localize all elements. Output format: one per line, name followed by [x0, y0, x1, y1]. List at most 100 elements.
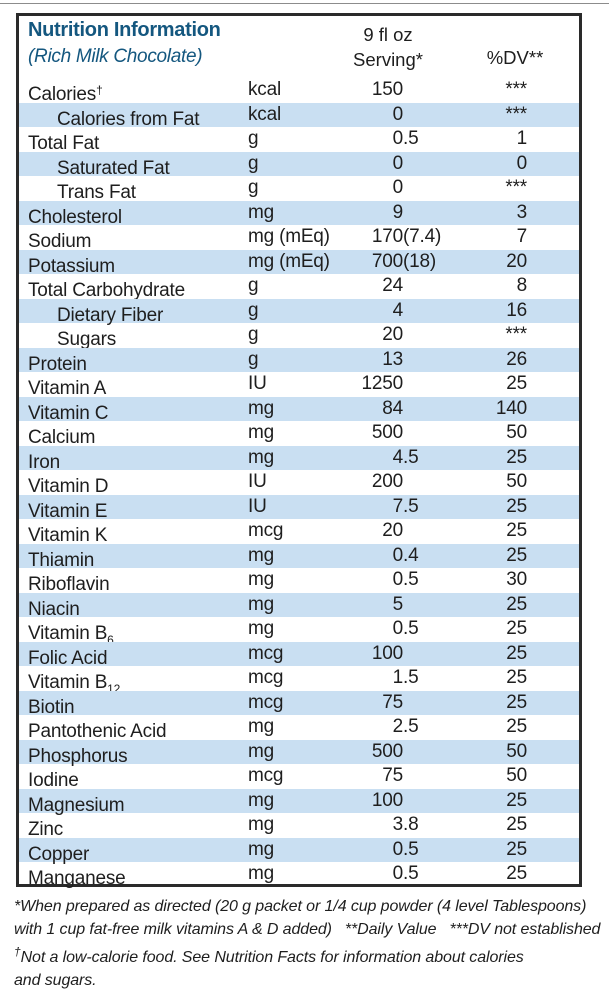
- table-row: Total Carbohydrate g 24 8: [19, 274, 579, 301]
- column-header-dv: %DV**: [486, 47, 544, 68]
- table-row: Cholesterol mg 9 3: [19, 200, 579, 228]
- serving-value-extension: .5: [403, 863, 419, 884]
- serving-value: 150: [371, 79, 403, 100]
- nutrient-label: Iron: [28, 451, 60, 473]
- nutrient-label: Thiamin: [28, 549, 95, 571]
- nutrient-label: Dietary Fiber: [57, 304, 164, 326]
- unit-cell: mg: [248, 544, 274, 566]
- nutrient-label: Copper: [28, 843, 90, 865]
- unit-cell: mg (mEq): [248, 250, 330, 272]
- unit-cell: mg: [248, 716, 274, 737]
- serving-value-extension: .5: [403, 716, 419, 737]
- dv-value: 25: [506, 495, 527, 517]
- serving-value: 20: [382, 520, 403, 541]
- dv-value: 25: [506, 716, 527, 737]
- dv-value: 7: [516, 226, 528, 247]
- column-header-serving-line1: 9 fl oz: [363, 24, 413, 45]
- unit-cell: mg: [248, 569, 274, 590]
- serving-value-extension: .5: [403, 569, 419, 590]
- serving-value: 200: [371, 471, 403, 492]
- nutrient-label: Potassium: [28, 255, 115, 277]
- dv-value: 0: [516, 152, 528, 174]
- table-row: Vitamin B6 mg 0 .5 25: [19, 617, 579, 647]
- table-row: Pantothenic Acid mg 2 .5 25: [19, 715, 579, 742]
- serving-value-extension: .5: [403, 667, 419, 688]
- table-row: Sugars g 20 ***: [19, 323, 579, 350]
- serving-value: 13: [382, 348, 403, 370]
- dv-value: 140: [495, 397, 527, 419]
- unit-cell: mcg: [248, 667, 284, 688]
- table-row: Riboflavin mg 0 .5 30: [19, 568, 579, 595]
- dv-value: 25: [506, 544, 527, 566]
- unit-cell: mg: [248, 863, 274, 884]
- nutrient-label: Sodium: [28, 231, 92, 252]
- unit-cell: mg: [248, 593, 274, 615]
- table-row: Folic Acid mcg 100 25: [19, 641, 579, 669]
- serving-value: 700: [371, 250, 403, 272]
- table-row: Copper mg 0 .5 25: [19, 837, 579, 865]
- serving-value: 500: [371, 740, 403, 762]
- nutrient-label: Vitamin D: [28, 476, 109, 497]
- table-row: Niacin mg 5 25: [19, 592, 579, 620]
- nutrient-label: Calories from Fat: [57, 108, 200, 130]
- table-row: Manganese mg 0 .5 25: [19, 862, 579, 889]
- nutrient-label: Phosphorus: [28, 745, 128, 767]
- table-title: Nutrition Information: [28, 19, 221, 41]
- table-body: Calories† kcal 150 *** Calories from Fat…: [19, 78, 579, 889]
- table-row: Calories† kcal 150 ***: [19, 78, 579, 105]
- serving-value-extension: .5: [403, 495, 419, 517]
- serving-value: 0: [392, 863, 404, 884]
- unit-cell: mg: [248, 446, 274, 468]
- serving-value: 0: [392, 103, 404, 125]
- footnote-line-4: and sugars.: [14, 972, 97, 989]
- serving-value: 5: [392, 593, 404, 615]
- dv-value: ***: [505, 103, 527, 125]
- unit-cell: mg: [248, 422, 274, 443]
- serving-value: 2: [392, 716, 404, 737]
- serving-value: 0: [392, 618, 404, 639]
- unit-cell: mg: [248, 740, 274, 762]
- table-row: Calcium mg 500 50: [19, 421, 579, 448]
- dv-value: ***: [505, 324, 527, 345]
- serving-value: 1250: [361, 373, 404, 394]
- table-row: Biotin mcg 75 25: [19, 690, 579, 718]
- unit-cell: g: [248, 299, 259, 321]
- table-row: Vitamin K mcg 20 25: [19, 519, 579, 546]
- table-row: Vitamin E IU 7 .5 25: [19, 494, 579, 522]
- table-row: Total Fat g 0 .5 1: [19, 127, 579, 154]
- table-row: Potassium mg (mEq) 700 (18) 20: [19, 249, 579, 277]
- dv-value: 25: [506, 838, 527, 860]
- nutrient-label: Vitamin C: [28, 402, 109, 424]
- dv-value: 25: [506, 520, 527, 541]
- table-subtitle: (Rich Milk Chocolate): [28, 46, 203, 67]
- nutrient-label: Iodine: [28, 770, 79, 791]
- nutrient-label: Magnesium: [28, 794, 125, 816]
- unit-cell: IU: [248, 495, 267, 517]
- dv-value: 25: [506, 593, 527, 615]
- unit-cell: mg: [248, 397, 274, 419]
- nutrient-label: Folic Acid: [28, 647, 108, 669]
- nutrient-label: Vitamin B6: [28, 623, 114, 647]
- serving-value-extension: .8: [403, 814, 419, 835]
- serving-value: 0: [392, 838, 404, 860]
- dv-value: 3: [516, 201, 528, 223]
- dv-value: 50: [506, 422, 527, 443]
- table-row: Phosphorus mg 500 50: [19, 739, 579, 767]
- nutrient-label: Pantothenic Acid: [28, 721, 167, 742]
- nutrient-label: Riboflavin: [28, 574, 110, 595]
- table-row: Dietary Fiber g 4 16: [19, 298, 579, 326]
- dv-value: ***: [505, 79, 527, 100]
- serving-value: 75: [382, 765, 403, 786]
- unit-cell: mg: [248, 618, 274, 639]
- footnote-line-3: †Not a low-calorie food. See Nutrition F…: [14, 945, 524, 966]
- unit-cell: g: [248, 152, 259, 174]
- serving-value: 24: [382, 275, 403, 296]
- unit-cell: mcg: [248, 765, 284, 786]
- nutrient-label: Manganese: [28, 868, 126, 889]
- dv-value: 25: [506, 667, 527, 688]
- nutrient-label: Biotin: [28, 696, 75, 718]
- serving-value: 0: [392, 128, 404, 149]
- dv-value: 16: [506, 299, 527, 321]
- dv-value: 20: [506, 250, 527, 272]
- dv-value: 25: [506, 814, 527, 835]
